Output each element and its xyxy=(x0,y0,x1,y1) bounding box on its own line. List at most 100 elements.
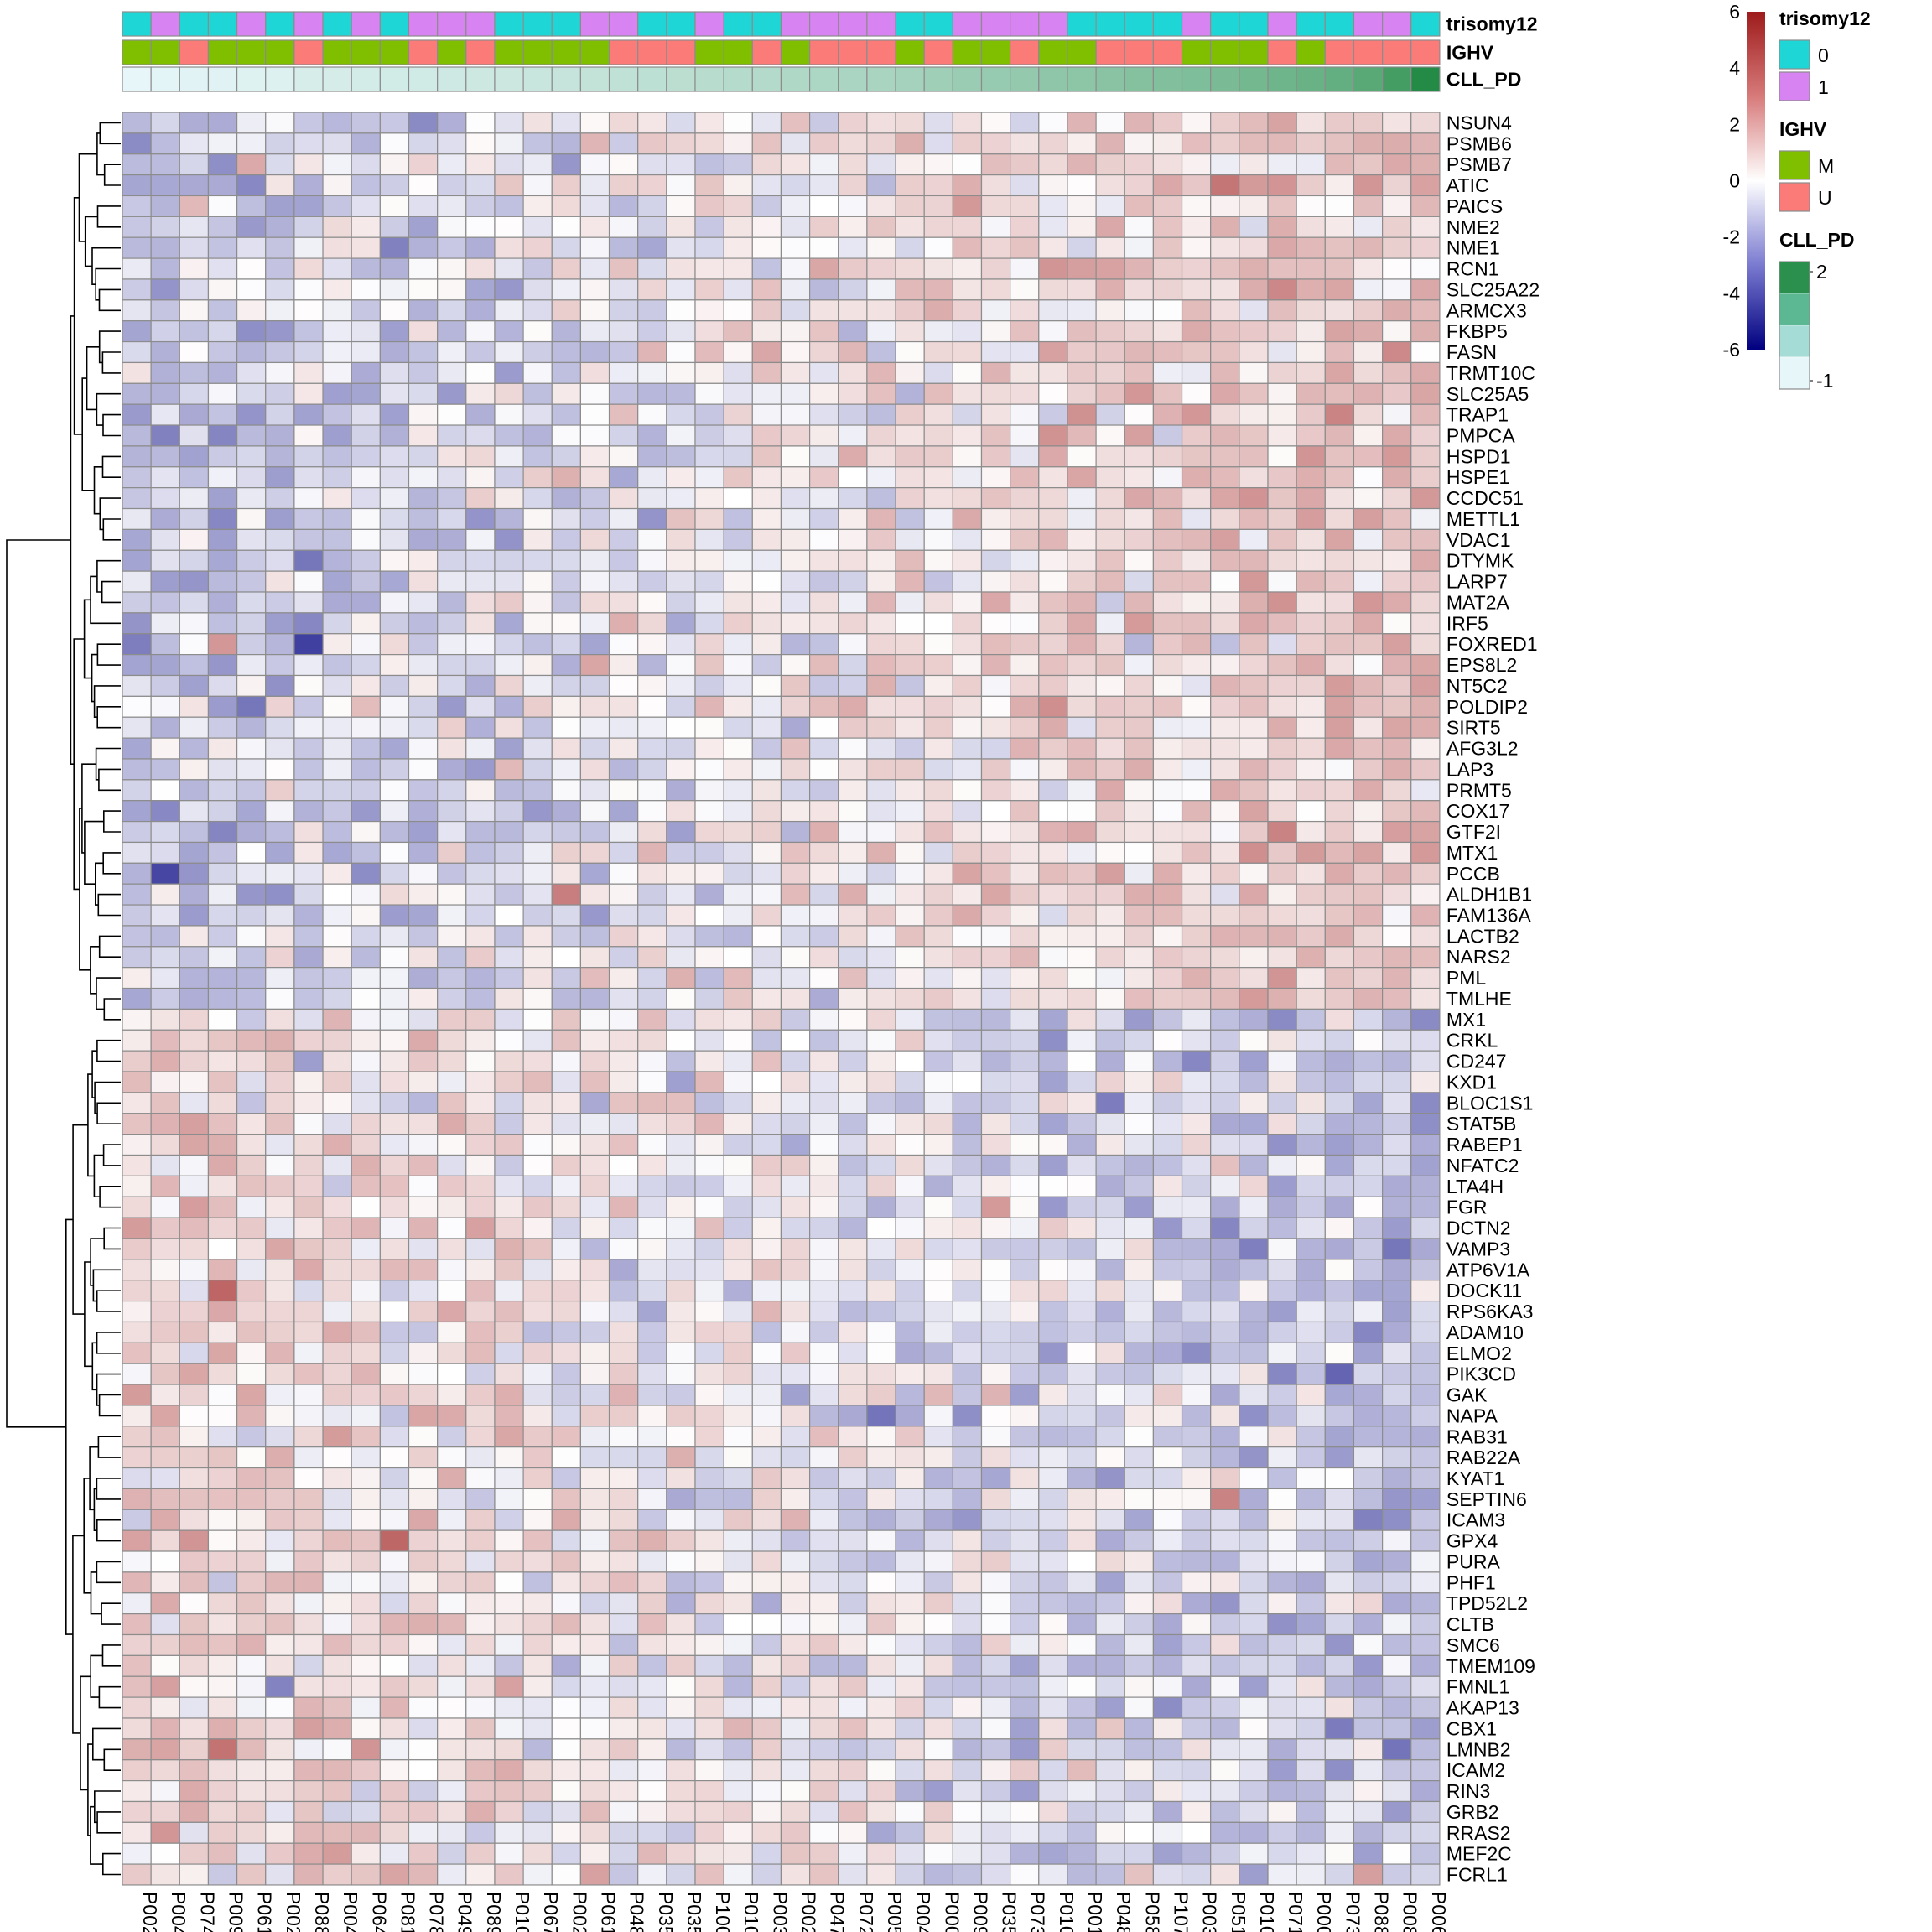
heatmap-cell xyxy=(1210,695,1240,718)
heatmap-cell xyxy=(1210,654,1240,677)
heatmap-cell xyxy=(1239,591,1269,614)
heatmap-cell xyxy=(122,1259,152,1281)
heatmap-cell xyxy=(923,1300,953,1323)
heatmap-cell xyxy=(808,528,839,551)
dendrogram-branch xyxy=(92,1727,121,1761)
heatmap-cell xyxy=(522,1238,553,1260)
heatmap-cell xyxy=(1410,1800,1441,1823)
heatmap-cell xyxy=(952,1008,983,1031)
heatmap-cell xyxy=(923,487,953,510)
heatmap-cell xyxy=(952,1842,983,1865)
heatmap-cell xyxy=(694,1592,724,1615)
heatmap-cell xyxy=(1181,1029,1212,1052)
column-label: P0711 xyxy=(1285,1892,1306,1932)
heatmap-cell xyxy=(666,528,696,551)
heatmap-cell xyxy=(895,1717,925,1740)
heatmap-cell xyxy=(465,507,496,531)
heatmap-cell xyxy=(808,507,839,531)
annotation-cell-ighv xyxy=(379,39,410,65)
heatmap-cell xyxy=(1239,1113,1269,1135)
heatmap-cell xyxy=(408,1092,439,1114)
heatmap-cell xyxy=(494,382,524,405)
heatmap-cell xyxy=(838,236,868,259)
dendrogram-branch xyxy=(91,247,121,285)
heatmap-cell xyxy=(265,800,295,823)
annotation-cell-ighv xyxy=(838,39,868,65)
heatmap-cell xyxy=(723,1259,753,1281)
heatmap-cell xyxy=(723,174,753,197)
heatmap-cell xyxy=(751,1738,782,1761)
heatmap-cell xyxy=(1038,695,1068,718)
heatmap-cell xyxy=(1296,132,1326,155)
heatmap-cell xyxy=(551,1571,582,1594)
heatmap-cell xyxy=(351,1550,381,1573)
heatmap-cell xyxy=(1324,1759,1355,1782)
heatmap-cell xyxy=(895,1363,925,1385)
heatmap-cell xyxy=(694,1530,724,1552)
heatmap-cell xyxy=(1152,549,1183,572)
heatmap-cell xyxy=(494,925,524,948)
heatmap-cell xyxy=(808,1342,839,1364)
heatmap-cell xyxy=(1181,904,1212,927)
heatmap-cell xyxy=(322,382,352,405)
heatmap-cell xyxy=(637,1863,667,1886)
heatmap-cell xyxy=(1267,1175,1297,1197)
heatmap-cell xyxy=(866,1446,896,1469)
annotation-cell-trisomy12 xyxy=(1067,11,1097,37)
heatmap-cell xyxy=(838,1029,868,1052)
heatmap-cell xyxy=(379,1863,410,1886)
heatmap-cell xyxy=(1067,216,1097,238)
row-label: NT5C2 xyxy=(1446,675,1508,697)
heatmap-cell xyxy=(1010,549,1040,572)
heatmap-cell xyxy=(723,132,753,155)
annotation-cell-ighv xyxy=(895,39,925,65)
heatmap-cell xyxy=(236,1217,267,1239)
heatmap-cell xyxy=(494,549,524,572)
heatmap-cell xyxy=(408,1488,439,1510)
heatmap-cell xyxy=(808,633,839,656)
heatmap-cell xyxy=(1181,1717,1212,1740)
heatmap-cell xyxy=(1210,841,1240,864)
heatmap-cell xyxy=(780,1717,811,1740)
heatmap-cell xyxy=(1324,1550,1355,1573)
heatmap-cell xyxy=(551,1446,582,1469)
heatmap-cell xyxy=(408,1300,439,1323)
heatmap-cell xyxy=(465,1321,496,1343)
heatmap-cell xyxy=(494,1196,524,1218)
heatmap-cell xyxy=(751,278,782,301)
heatmap-cell xyxy=(1353,1259,1384,1281)
heatmap-cell xyxy=(1067,1300,1097,1323)
heatmap-cell xyxy=(952,216,983,238)
heatmap-cell xyxy=(150,174,180,197)
heatmap-cell xyxy=(637,445,667,468)
heatmap-cell xyxy=(895,591,925,614)
heatmap-cell xyxy=(780,528,811,551)
heatmap-cell xyxy=(666,1259,696,1281)
heatmap-cell xyxy=(637,1134,667,1156)
heatmap-cell xyxy=(666,132,696,155)
annotation-cell-trisomy12 xyxy=(207,11,238,37)
heatmap-cell xyxy=(637,1675,667,1698)
heatmap-cell xyxy=(150,1321,180,1343)
heatmap-cell xyxy=(866,1821,896,1844)
heatmap-cell xyxy=(923,737,953,760)
heatmap-cell xyxy=(351,716,381,739)
heatmap-cell xyxy=(1324,1800,1355,1823)
heatmap-cell xyxy=(1239,466,1269,489)
heatmap-cell xyxy=(579,716,610,739)
heatmap-cell xyxy=(1010,1863,1040,1886)
heatmap-cell xyxy=(923,216,953,238)
heatmap-cell xyxy=(1067,967,1097,989)
heatmap-cell xyxy=(808,841,839,864)
heatmap-cell xyxy=(236,1717,267,1740)
heatmap-cell xyxy=(666,1654,696,1677)
heatmap-cell xyxy=(265,1342,295,1364)
heatmap-cell xyxy=(1324,1029,1355,1052)
annotation-cell-ighv xyxy=(408,39,439,65)
heatmap-cell xyxy=(637,1384,667,1406)
heatmap-cell xyxy=(1124,883,1155,906)
heatmap-cell xyxy=(1124,1196,1155,1218)
heatmap-cell xyxy=(923,1654,953,1677)
row-label: PRMT5 xyxy=(1446,779,1512,801)
heatmap-cell xyxy=(122,633,152,656)
